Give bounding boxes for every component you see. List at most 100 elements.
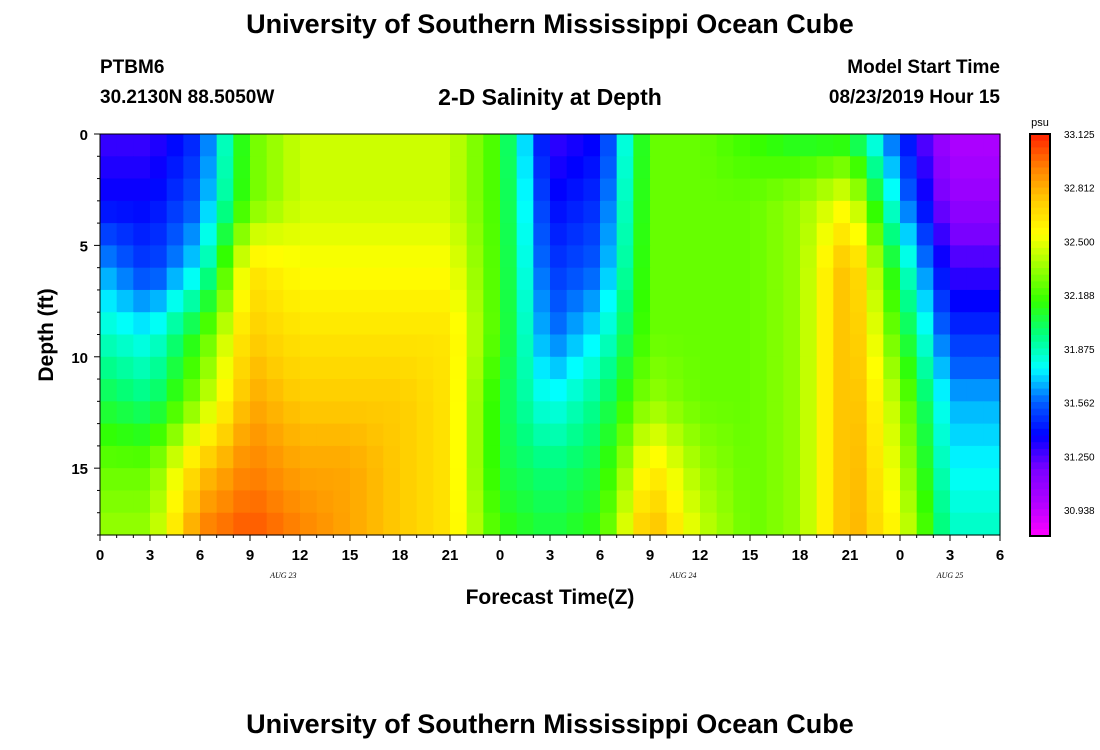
- heatmap-cell: [100, 334, 118, 358]
- heatmap-cell: [233, 512, 251, 536]
- heatmap-cell: [633, 334, 651, 358]
- model-start-time: 08/23/2019 Hour 15: [828, 87, 1000, 108]
- heatmap-cell: [483, 245, 501, 269]
- heatmap-cell: [833, 490, 851, 514]
- heatmap-cell: [583, 245, 601, 269]
- y-tick-label: 10: [71, 350, 88, 367]
- heatmap-cell: [650, 312, 668, 336]
- heatmap-cell: [183, 245, 201, 269]
- heatmap-cell: [766, 289, 784, 313]
- colorbar-segment: [1030, 422, 1050, 430]
- heatmap-cell: [333, 134, 351, 157]
- heatmap-cell: [800, 156, 818, 180]
- heatmap-cell: [450, 200, 468, 224]
- heatmap-cell: [866, 401, 884, 425]
- heatmap-cell: [266, 334, 284, 358]
- heatmap-cell: [883, 134, 901, 157]
- heatmap-cell: [850, 223, 868, 246]
- heatmap-cell: [200, 178, 218, 202]
- heatmap-cell: [466, 289, 484, 313]
- heatmap-cell: [983, 178, 1001, 202]
- heatmap-cell: [166, 156, 184, 180]
- heatmap-cell: [500, 289, 518, 313]
- heatmap-cell: [916, 423, 934, 447]
- heatmap-cell: [233, 401, 251, 425]
- heatmap-cell: [616, 312, 634, 336]
- heatmap-cell: [333, 200, 351, 224]
- heatmap-cell: [900, 423, 918, 447]
- heatmap-cell: [666, 356, 684, 380]
- heatmap-cell: [483, 401, 501, 425]
- x-tick-label: 12: [292, 547, 309, 564]
- heatmap-cell: [133, 512, 151, 536]
- heatmap-cell: [416, 379, 434, 402]
- heatmap-cell: [783, 245, 801, 269]
- heatmap-cell: [150, 379, 168, 402]
- heatmap-cell: [616, 134, 634, 157]
- heatmap-cell: [550, 200, 568, 224]
- colorbar-segment: [1030, 301, 1050, 309]
- heatmap-cell: [983, 512, 1001, 536]
- colorbar-segment: [1030, 335, 1050, 343]
- heatmap-cell: [116, 445, 134, 469]
- colorbar-segment: [1030, 207, 1050, 215]
- heatmap-cell: [633, 379, 651, 402]
- heatmap-cell: [333, 356, 351, 380]
- heatmap-cell: [816, 134, 834, 157]
- colorbar-segment: [1030, 140, 1050, 148]
- heatmap-cell: [133, 379, 151, 402]
- heatmap-cell: [750, 512, 768, 536]
- heatmap-cell: [716, 267, 734, 291]
- heatmap-cell: [216, 468, 234, 492]
- heatmap-cell: [200, 379, 218, 402]
- heatmap-cell: [500, 134, 518, 157]
- heatmap-cell: [950, 245, 968, 269]
- heatmap-cell: [633, 289, 651, 313]
- heatmap-cell: [416, 245, 434, 269]
- heatmap-cell: [366, 512, 384, 536]
- heatmap-cell: [250, 134, 268, 157]
- colorbar-segment: [1030, 368, 1050, 376]
- heatmap-cell: [300, 223, 318, 246]
- heatmap-cell: [333, 267, 351, 291]
- heatmap-cell: [416, 490, 434, 514]
- heatmap-cell: [533, 356, 551, 380]
- model-start-label: Model Start Time: [847, 57, 1000, 78]
- heatmap-cell: [500, 512, 518, 536]
- heatmap-cell: [566, 356, 584, 380]
- heatmap-cell: [466, 156, 484, 180]
- heatmap-cell: [200, 490, 218, 514]
- heatmap-cell: [633, 134, 651, 157]
- heatmap-cell: [500, 223, 518, 246]
- heatmap-cell: [583, 223, 601, 246]
- heatmap-cell: [483, 468, 501, 492]
- heatmap-cell: [533, 468, 551, 492]
- heatmap-cell: [950, 223, 968, 246]
- heatmap-cell: [933, 423, 951, 447]
- heatmap-cell: [233, 289, 251, 313]
- colorbar-segment: [1030, 288, 1050, 296]
- heatmap-cell: [300, 445, 318, 469]
- heatmap-cell: [333, 223, 351, 246]
- x-tick-label: 21: [842, 547, 859, 564]
- heatmap-cell: [883, 445, 901, 469]
- date-label: AUG 24: [669, 571, 696, 580]
- heatmap-cell: [816, 445, 834, 469]
- heatmap-cell: [750, 223, 768, 246]
- heatmap-cell: [833, 334, 851, 358]
- heatmap-cell: [966, 156, 984, 180]
- heatmap-cell: [150, 512, 168, 536]
- heatmap-cell: [550, 178, 568, 202]
- heatmap-cell: [216, 134, 234, 157]
- heatmap-cell: [800, 512, 818, 536]
- heatmap-cell: [800, 334, 818, 358]
- heatmap-cell: [116, 379, 134, 402]
- heatmap-cell: [800, 267, 818, 291]
- heatmap-cell: [850, 512, 868, 536]
- heatmap-cell: [883, 267, 901, 291]
- heatmap-cell: [216, 245, 234, 269]
- heatmap-cell: [166, 356, 184, 380]
- heatmap-cell: [566, 289, 584, 313]
- heatmap-cell: [466, 200, 484, 224]
- heatmap-cell: [650, 267, 668, 291]
